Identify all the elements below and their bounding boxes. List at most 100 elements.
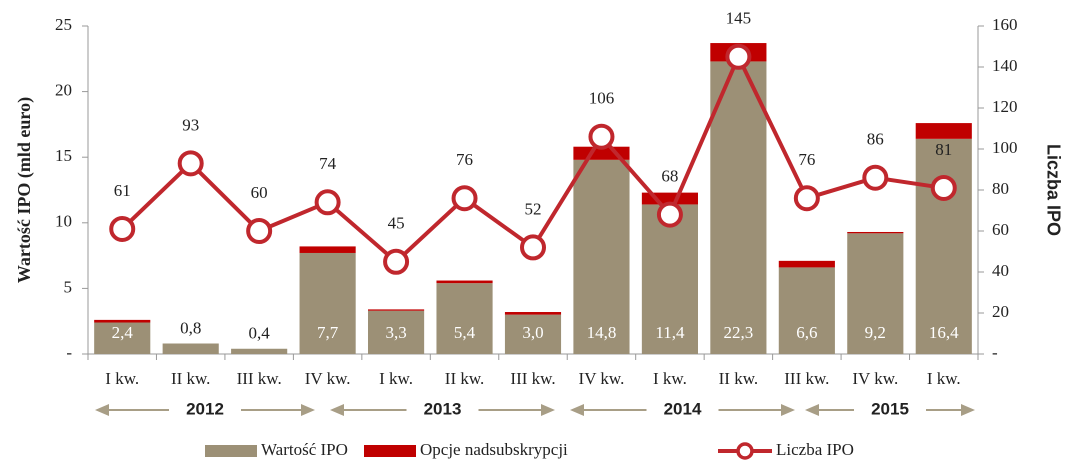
x-tick-label: III kw.	[784, 369, 829, 388]
arrow-head	[961, 404, 975, 416]
y2-tick-label: 60	[992, 220, 1009, 239]
x-tick-label: III kw.	[510, 369, 555, 388]
line-value-label: 61	[114, 181, 131, 200]
y2-tick-label: 100	[992, 138, 1018, 157]
x-tick-label: IV kw.	[852, 369, 898, 388]
bar-value-label: 6,6	[796, 323, 817, 342]
x-tick-label: II kw.	[171, 369, 211, 388]
bar-segment	[368, 310, 425, 354]
bar-segment	[504, 312, 562, 315]
bar-segment	[231, 348, 288, 354]
bar-segment	[778, 267, 835, 354]
bar-value-label: 2,4	[112, 323, 134, 342]
bar-segment	[94, 319, 151, 323]
line-value-label: 145	[726, 9, 752, 28]
y2-tick-label: 140	[992, 56, 1018, 75]
y-axis-title: Wartość IPO (mld euro)	[14, 97, 35, 283]
arrow-head	[95, 404, 109, 416]
line-value-label: 74	[319, 154, 337, 173]
line-value-label: 93	[182, 115, 199, 134]
bar-value-label: 0,4	[249, 324, 271, 343]
x-tick-label: I kw.	[927, 369, 961, 388]
bar-segment	[641, 192, 698, 205]
y-tick-label: 20	[55, 81, 72, 100]
bar-segment	[299, 246, 356, 253]
line-marker	[314, 189, 341, 216]
line-value-label: 86	[867, 130, 884, 149]
x-tick-label: I kw.	[379, 369, 413, 388]
bar-segment	[847, 231, 904, 234]
line-marker	[177, 150, 204, 177]
line-marker	[725, 43, 752, 70]
bar-value-label: 7,7	[317, 323, 339, 342]
bar-segment	[641, 204, 698, 354]
bar-segment	[504, 314, 562, 354]
line-value-label: 81	[935, 140, 952, 159]
bar-segment	[847, 233, 904, 354]
bar-segment	[915, 138, 972, 354]
y2-tick-label: 80	[992, 179, 1009, 198]
y2-tick-label: -	[992, 343, 998, 362]
y-tick-label: -	[66, 343, 72, 362]
line-marker	[862, 164, 889, 191]
year-label: 2012	[186, 399, 224, 418]
legend-label: Wartość IPO	[261, 440, 348, 459]
x-tick-label: II kw.	[445, 369, 485, 388]
line-marker	[793, 185, 820, 212]
line-value-label: 52	[525, 199, 542, 218]
y2-tick-label: 120	[992, 97, 1018, 116]
line-marker	[588, 123, 615, 150]
arrow-head	[805, 404, 819, 416]
line-marker	[656, 201, 683, 228]
legend-swatch	[364, 445, 416, 457]
bar-segment	[573, 159, 630, 354]
year-label: 2014	[664, 399, 702, 418]
bar-segment	[436, 280, 493, 284]
line-value-label: 76	[798, 150, 815, 169]
x-tick-label: IV kw.	[579, 369, 625, 388]
bar-value-label: 9,2	[865, 323, 886, 342]
line-value-label: 45	[388, 214, 405, 233]
bar-segment	[710, 61, 767, 354]
bar-value-label: 14,8	[587, 323, 617, 342]
y-tick-label: 15	[55, 146, 72, 165]
x-tick-label: III kw.	[237, 369, 282, 388]
line-marker	[383, 248, 410, 275]
y-tick-label: 25	[55, 15, 72, 34]
legend-label: Liczba IPO	[776, 440, 854, 459]
y-tick-label: 5	[64, 277, 73, 296]
bar-segment	[778, 260, 835, 268]
bar-segment	[94, 322, 151, 354]
line-marker	[109, 215, 136, 242]
bar-value-label: 3,0	[522, 323, 543, 342]
x-tick-label: I kw.	[105, 369, 139, 388]
y2-tick-label: 40	[992, 261, 1009, 280]
arrow-head	[781, 404, 795, 416]
y2-tick-label: 20	[992, 302, 1009, 321]
x-tick-label: II kw.	[719, 369, 759, 388]
bar-value-label: 3,3	[385, 323, 406, 342]
line-marker	[930, 174, 957, 201]
year-label: 2013	[424, 399, 462, 418]
y2-tick-label: 160	[992, 15, 1018, 34]
bar-value-label: 11,4	[655, 323, 685, 342]
legend-swatch	[736, 442, 754, 460]
bar-segment	[915, 123, 972, 139]
arrow-head	[570, 404, 584, 416]
bar-value-label: 0,8	[180, 318, 201, 337]
bar-value-label: 22,3	[724, 323, 754, 342]
bar-segment	[436, 283, 493, 354]
x-tick-label: I kw.	[653, 369, 687, 388]
bar-value-label: 16,4	[929, 323, 959, 342]
arrow-head	[541, 404, 555, 416]
line-marker	[520, 234, 546, 261]
bar-segment	[299, 252, 356, 354]
bar-value-label: 5,4	[454, 323, 476, 342]
line-value-label: 68	[661, 167, 678, 186]
legend-swatch	[205, 445, 257, 457]
y-tick-label: 10	[55, 212, 72, 231]
y2-axis-title: Liczba IPO	[1043, 144, 1063, 236]
line-value-label: 60	[251, 183, 268, 202]
legend-label: Opcje nadsubskrypcji	[420, 440, 568, 459]
